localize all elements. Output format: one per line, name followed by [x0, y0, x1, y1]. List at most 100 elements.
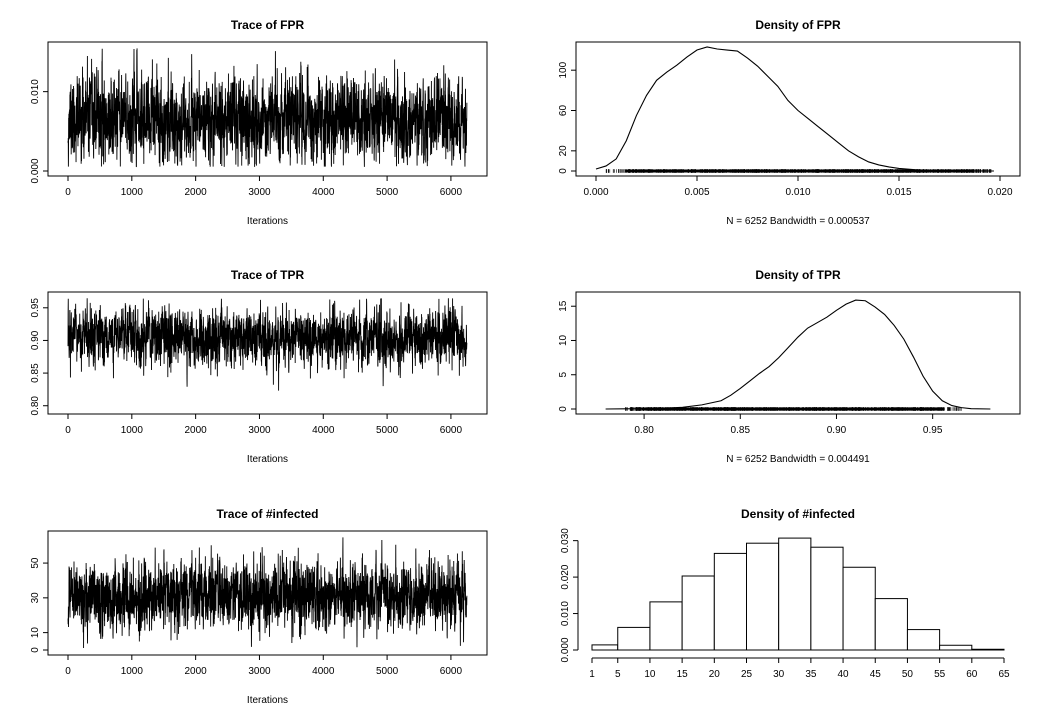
x-axis-label: N = 6252 Bandwidth = 0.004491 [726, 454, 870, 465]
x-axis-label: Iterations [247, 695, 288, 706]
rug-marks [605, 169, 992, 173]
x-tick-label: 1 [589, 669, 595, 680]
x-tick-label: 3000 [248, 666, 271, 677]
panel-3: Trace of TPR 0 1000 2000 3000 4000 5000 6000 Ite… [30, 268, 488, 465]
y-tick-label: 5 [558, 372, 569, 378]
histogram-bar [874, 598, 908, 651]
histogram-bar [939, 644, 973, 651]
y-tick-label: 0 [558, 168, 569, 174]
x-tick-label: 0.80 [634, 425, 654, 436]
x-tick-label: 0.95 [923, 425, 943, 436]
x-tick-label: 45 [870, 669, 882, 680]
density-curve [605, 299, 991, 410]
y-tick-label: 0.90 [30, 330, 41, 350]
panel-4: Density of TPR 0.80 0.85 0.90 0.95 N = 6252 B… [558, 268, 1021, 465]
x-tick-label: 4000 [312, 666, 335, 677]
y-tick-label: 0.010 [30, 79, 41, 104]
x-axis-label: N = 6252 Bandwidth = 0.000537 [726, 216, 870, 227]
y-tick-label: 60 [558, 105, 569, 117]
x-tick-label: 0.85 [731, 425, 751, 436]
x-axis-label: Iterations [247, 454, 288, 465]
y-tick-label: 0 [30, 647, 41, 653]
y-tick-label: 0 [558, 406, 569, 412]
y-tick-label: 0.85 [30, 363, 41, 383]
x-axis-label: Iterations [247, 216, 288, 227]
panel-title: Trace of #infected [216, 507, 318, 521]
y-tick-label: 20 [558, 145, 569, 157]
x-tick-label: 0.015 [886, 187, 911, 198]
x-tick-label: 5 [615, 669, 621, 680]
x-tick-label: 40 [838, 669, 850, 680]
y-tick-label: 0.020 [560, 564, 571, 589]
panel-title: Trace of FPR [231, 18, 305, 32]
rug-dense-band [625, 169, 973, 173]
x-tick-label: 6000 [440, 666, 463, 677]
panel-title: Density of #infected [741, 507, 855, 521]
x-tick-label: 50 [902, 669, 914, 680]
histogram-bar [617, 626, 651, 651]
x-tick-label: 6000 [440, 187, 463, 198]
x-tick-label: 0.000 [583, 187, 608, 198]
histogram-bar [591, 644, 619, 651]
density-curve [595, 46, 994, 172]
histogram-bar [713, 552, 747, 651]
panel-title: Trace of TPR [231, 268, 305, 282]
y-axis: 0 10 30 50 [30, 557, 49, 653]
x-tick-label: 0.020 [987, 187, 1012, 198]
x-tick-label: 3000 [248, 187, 271, 198]
x-tick-label: 55 [934, 669, 946, 680]
y-tick-label: 0.000 [30, 158, 41, 183]
x-tick-label: 0 [65, 187, 71, 198]
x-tick-label: 30 [773, 669, 785, 680]
x-tick-label: 20 [709, 669, 721, 680]
y-tick-label: 15 [558, 300, 569, 312]
x-tick-label: 0 [65, 425, 71, 436]
x-axis: 1 5 10 15 20 25 30 35 40 45 50 55 60 65 [589, 657, 1010, 680]
x-tick-label: 5000 [376, 666, 399, 677]
histogram-bar [681, 575, 715, 651]
rug-dense-band [641, 407, 945, 411]
histogram-bar [906, 629, 941, 651]
plot-frame [575, 41, 1021, 177]
x-tick-label: 5000 [376, 187, 399, 198]
x-axis: 0.80 0.85 0.90 0.95 [634, 413, 943, 436]
panel-1: Trace of FPR 0 1000 2000 3000 4000 5000 6000 Ite… [30, 18, 488, 227]
panel-title: Density of FPR [755, 18, 841, 32]
x-tick-label: 10 [644, 669, 656, 680]
x-axis: 0.000 0.005 0.010 0.015 0.020 [583, 175, 1013, 198]
histogram-bar [746, 542, 780, 651]
y-tick-label: 0.030 [560, 528, 571, 553]
x-tick-label: 65 [998, 669, 1010, 680]
y-axis: 0.80 0.85 0.90 0.95 [30, 298, 49, 416]
x-tick-label: 1000 [121, 425, 144, 436]
y-axis: 0 5 10 15 [558, 300, 577, 412]
x-tick-label: 4000 [312, 425, 335, 436]
x-tick-label: 15 [677, 669, 689, 680]
histogram-bar [778, 537, 812, 651]
x-tick-label: 0.010 [785, 187, 810, 198]
histogram-bar [842, 566, 876, 651]
trace-line [67, 48, 468, 168]
panel-title: Density of TPR [755, 268, 841, 282]
panel-2: Density of FPR 0.000 0.005 0.010 0.015 0.020 N… [558, 18, 1021, 227]
x-tick-label: 1000 [121, 187, 144, 198]
x-tick-label: 6000 [440, 425, 463, 436]
y-tick-label: 0.95 [30, 298, 41, 318]
y-tick-label: 30 [30, 592, 41, 604]
y-tick-label: 0.000 [560, 637, 571, 662]
x-tick-label: 0 [65, 666, 71, 677]
x-tick-label: 60 [966, 669, 978, 680]
histogram-bar [649, 601, 683, 651]
y-tick-label: 0.80 [30, 396, 41, 416]
histogram-bar [971, 648, 1005, 651]
y-tick-label: 100 [558, 61, 569, 78]
histogram-bar [810, 546, 844, 651]
plot-frame [575, 291, 1021, 415]
x-axis: 0 1000 2000 3000 4000 5000 6000 [65, 175, 463, 198]
x-tick-label: 35 [805, 669, 817, 680]
x-tick-label: 4000 [312, 187, 335, 198]
y-tick-label: 10 [30, 627, 41, 639]
rug-marks [624, 407, 962, 411]
